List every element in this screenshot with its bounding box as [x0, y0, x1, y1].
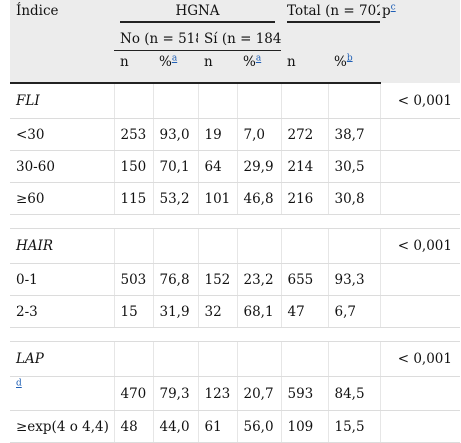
no-pct: 44,0: [152, 410, 198, 443]
no-pct-header: %a: [153, 50, 198, 84]
si-pct: 56,0: [236, 410, 281, 443]
si-n: 123: [197, 376, 237, 411]
table-row: ≥60 115 53,2 101 46,8 216 30,8: [10, 182, 460, 215]
si-n: 64: [197, 150, 237, 183]
si-pct: 46,8: [236, 182, 281, 215]
row-label: 30-60: [10, 150, 114, 183]
si-n: 32: [197, 295, 237, 328]
no-pct: 93,0: [152, 118, 198, 151]
total-pct: 30,5: [327, 150, 380, 183]
si-n: 61: [197, 410, 237, 443]
pct-symbol: %: [159, 54, 172, 70]
total-n: 214: [280, 150, 328, 183]
table-row: 30-60 150 70,1 64 29,9 214 30,5: [10, 150, 460, 183]
p-value: < 0,001: [379, 228, 460, 264]
si-pct: 68,1: [236, 295, 281, 328]
p-header: pc: [380, 0, 460, 28]
total-n-header: n: [281, 50, 328, 84]
header-row-subgroups: No (n = 518) Sí (n = 184): [10, 28, 460, 51]
si-pct: 23,2: [236, 263, 281, 296]
no-n: 48: [113, 410, 153, 443]
table-body: FLI < 0,001 <30 253 93,0 19 7,0 272 38,7…: [10, 83, 460, 443]
footnote-link-d[interactable]: d: [16, 378, 22, 389]
no-pct: 76,8: [152, 263, 198, 296]
si-pct: 20,7: [236, 376, 281, 411]
si-pct: 29,9: [236, 150, 281, 183]
table-row: d 470 79,3 123 20,7 593 84,5: [10, 376, 460, 411]
pct-symbol: %: [243, 54, 256, 70]
p-value: < 0,001: [379, 341, 460, 377]
section-name: FLI: [10, 83, 114, 119]
total-pct: 38,7: [327, 118, 380, 151]
section-row-hair: HAIR < 0,001: [10, 228, 460, 264]
total-label: Total (n = 702): [287, 3, 380, 23]
row-label: 2-3: [10, 295, 114, 328]
no-pct: 53,2: [152, 182, 198, 215]
table-row: 2-3 15 31,9 32 68,1 47 6,7: [10, 295, 460, 328]
row-label: 0-1: [10, 263, 114, 296]
total-pct: 15,5: [327, 410, 380, 443]
si-n: 101: [197, 182, 237, 215]
spacer-row: [10, 214, 460, 229]
footnote-link-c[interactable]: c: [390, 2, 396, 13]
header-row-columns: n %a n %a n %b: [10, 50, 460, 84]
si-header: Sí (n = 184): [198, 28, 281, 51]
total-header: Total (n = 702): [281, 0, 380, 28]
no-n: 253: [113, 118, 153, 151]
total-n: 655: [280, 263, 328, 296]
spacer-row: [10, 327, 460, 342]
no-pct: 31,9: [152, 295, 198, 328]
header-row-groups: Índice HGNA Total (n = 702) pc: [10, 0, 460, 28]
footnote-link-b[interactable]: b: [346, 53, 353, 63]
no-n-header: n: [114, 50, 153, 84]
table-header: Índice HGNA Total (n = 702) pc No (n = 5…: [10, 0, 460, 84]
hgna-header: HGNA: [114, 0, 281, 28]
row-label: d: [10, 376, 114, 411]
no-n: 150: [113, 150, 153, 183]
table-row: 0-1 503 76,8 152 23,2 655 93,3: [10, 263, 460, 296]
si-pct-header: %a: [237, 50, 281, 84]
no-n: 470: [113, 376, 153, 411]
footnote-link-a[interactable]: a: [255, 53, 262, 64]
no-pct: 70,1: [152, 150, 198, 183]
section-name: HAIR: [10, 228, 114, 264]
row-label: ≥exp(4 o 4,4): [10, 410, 114, 443]
index-header: Índice: [10, 0, 114, 28]
total-pct-header: %b: [328, 50, 380, 84]
p-value: < 0,001: [379, 83, 460, 119]
hgna-label: HGNA: [120, 3, 275, 23]
no-n: 503: [113, 263, 153, 296]
section-name: LAP: [10, 341, 114, 377]
pct-symbol: %: [334, 53, 347, 70]
table-row: ≥exp(4 o 4,4) 48 44,0 61 56,0 109 15,5: [10, 410, 460, 443]
section-row-lap: LAP < 0,001: [10, 341, 460, 377]
row-label: ≥60: [10, 182, 114, 215]
total-n: 593: [280, 376, 328, 411]
section-row-fli: FLI < 0,001: [10, 83, 460, 119]
si-n: 19: [197, 118, 237, 151]
no-n: 15: [113, 295, 153, 328]
row-label: <30: [10, 118, 114, 151]
no-header: No (n = 518): [114, 28, 198, 51]
no-n: 115: [113, 182, 153, 215]
total-n: 272: [280, 118, 328, 151]
p-label: p: [382, 3, 391, 19]
total-pct: 6,7: [327, 295, 380, 328]
si-n-header: n: [198, 50, 237, 84]
no-pct: 79,3: [152, 376, 198, 411]
total-n: 216: [280, 182, 328, 215]
total-n: 109: [280, 410, 328, 443]
footnote-link-a[interactable]: a: [171, 53, 178, 64]
si-n: 152: [197, 263, 237, 296]
total-n: 47: [280, 295, 328, 328]
si-pct: 7,0: [236, 118, 281, 151]
total-pct: 84,5: [327, 376, 380, 411]
total-pct: 30,8: [327, 182, 380, 215]
total-pct: 93,3: [327, 263, 380, 296]
results-table: Índice HGNA Total (n = 702) pc No (n = 5…: [10, 0, 460, 443]
table-row: <30 253 93,0 19 7,0 272 38,7: [10, 118, 460, 151]
